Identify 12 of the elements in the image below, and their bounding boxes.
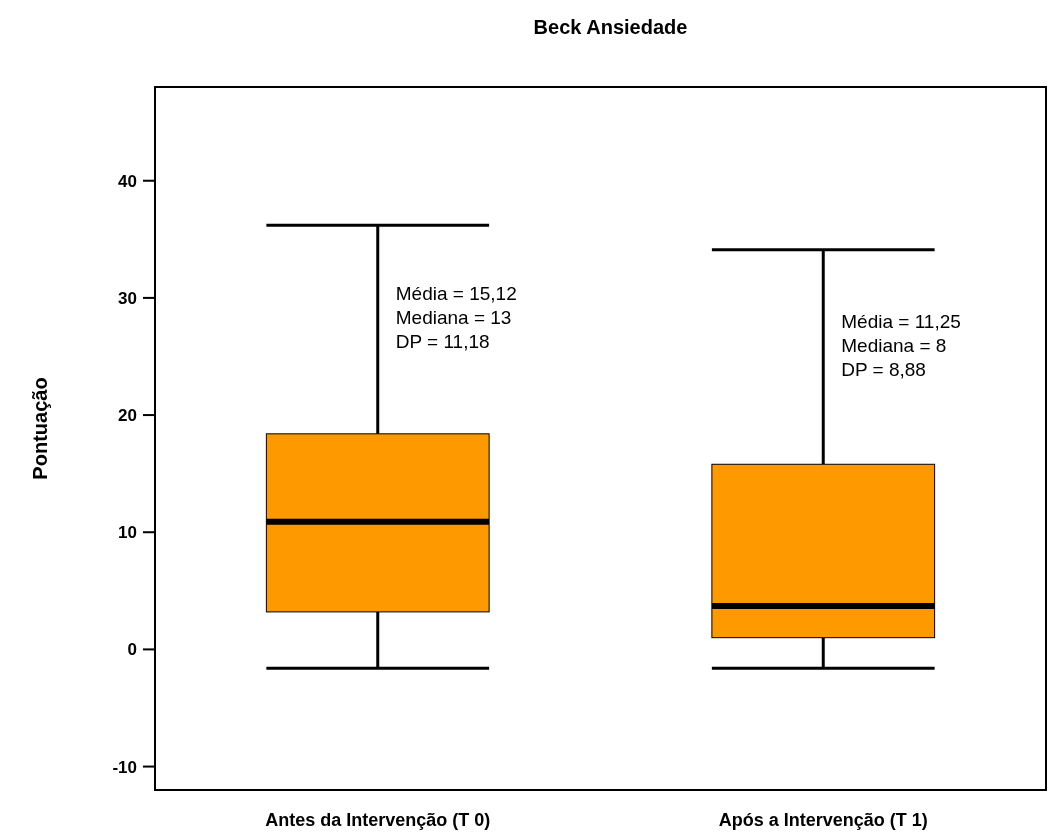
x-tick-label: Após a Intervenção (T 1) — [718, 810, 928, 830]
y-tick-label: 20 — [118, 406, 137, 426]
y-tick-label: 40 — [118, 171, 137, 191]
y-axis-title: Pontuação — [29, 377, 51, 480]
annotation: Média = 11,25 Mediana = 8 DP = 8,88 — [841, 310, 961, 380]
annotation: Média = 15,12 Mediana = 13 DP = 11,18 — [395, 282, 517, 352]
chart-title: Beck Ansiedade — [533, 16, 688, 38]
x-tick-label: Antes da Intervenção (T 0) — [265, 810, 491, 830]
y-tick-label: 30 — [118, 288, 137, 308]
y-tick-label: -10 — [112, 757, 137, 777]
y-tick-label: 10 — [118, 523, 137, 543]
y-tick-label: 0 — [127, 640, 137, 660]
